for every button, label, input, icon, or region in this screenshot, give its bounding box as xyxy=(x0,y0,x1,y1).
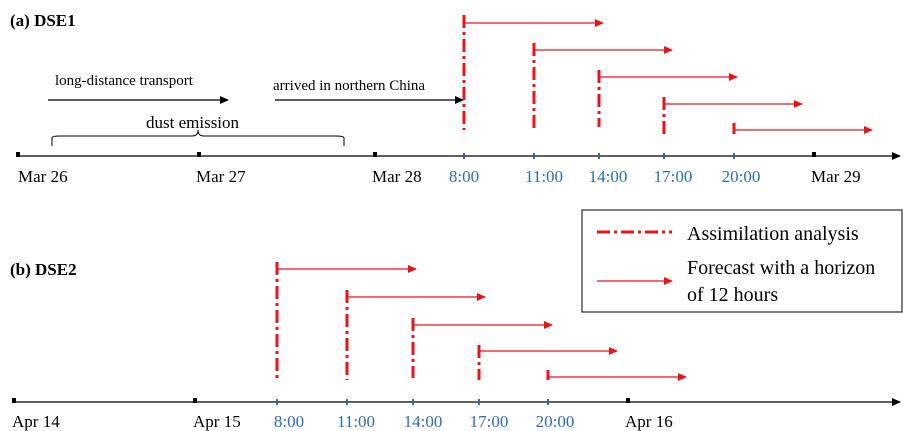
time-ticks-a xyxy=(463,153,735,160)
transport-label: long-distance transport xyxy=(55,73,194,89)
panel-b-title: (b) DSE2 xyxy=(10,260,77,279)
assimilation-lines-a xyxy=(462,15,736,134)
date-tick-mar26 xyxy=(16,152,20,157)
date-tick-apr16 xyxy=(626,398,630,403)
time-label-a-11: 11:00 xyxy=(525,167,563,186)
time-ticks-b xyxy=(276,399,549,406)
forecast-arrows-b xyxy=(277,265,687,381)
date-tick-apr15 xyxy=(193,398,197,403)
time-label-a-14: 14:00 xyxy=(589,167,628,186)
legend-forecast-label-2: of 12 hours xyxy=(687,284,778,306)
date-label-apr16: Apr 16 xyxy=(625,412,673,431)
time-label-b-14: 14:00 xyxy=(404,412,443,431)
date-label-mar28: Mar 28 xyxy=(372,167,422,186)
date-tick-mar29 xyxy=(812,152,816,157)
time-label-b-11: 11:00 xyxy=(337,412,375,431)
forecast-arrows-a xyxy=(464,19,873,134)
legend-assimilation-label: Assimilation analysis xyxy=(687,223,859,245)
date-label-mar26: Mar 26 xyxy=(18,167,68,186)
emission-brace xyxy=(51,129,345,146)
time-label-a-8: 8:00 xyxy=(449,167,479,186)
legend-forecast-label-1: Forecast with a horizon xyxy=(687,257,875,279)
legend-box xyxy=(581,209,903,313)
emission-label: dust emission xyxy=(146,113,240,132)
date-label-mar27: Mar 27 xyxy=(196,167,246,186)
date-label-apr14: Apr 14 xyxy=(12,412,60,431)
time-label-a-17: 17:00 xyxy=(654,167,693,186)
date-tick-apr14 xyxy=(12,398,16,403)
date-label-apr15: Apr 15 xyxy=(193,412,241,431)
panel-a-title: (a) DSE1 xyxy=(10,11,76,30)
date-tick-mar28 xyxy=(373,152,377,157)
time-label-a-20: 20:00 xyxy=(722,167,761,186)
assimilation-lines-b xyxy=(275,262,550,380)
time-label-b-8: 8:00 xyxy=(274,412,304,431)
date-label-mar29: Mar 29 xyxy=(811,167,861,186)
time-label-b-20: 20:00 xyxy=(536,412,575,431)
date-tick-mar27 xyxy=(197,152,201,157)
time-label-b-17: 17:00 xyxy=(470,412,509,431)
arrived-label: arrived in northern China xyxy=(273,78,425,94)
